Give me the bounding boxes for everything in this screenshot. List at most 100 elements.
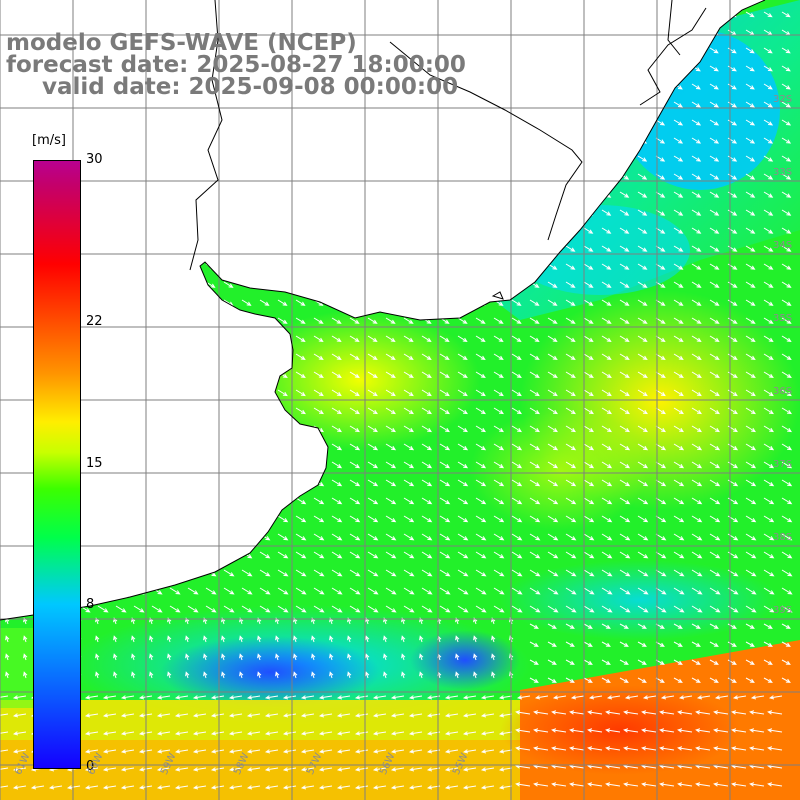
wind-arrow [133, 281, 144, 288]
wind-arrow [547, 407, 558, 415]
wind-arrow [709, 263, 720, 270]
wind-arrow [691, 353, 702, 361]
wind-arrow [457, 155, 468, 162]
wind-arrow [210, 767, 225, 772]
wind-arrow [169, 227, 180, 234]
wind-arrow [223, 191, 234, 198]
wind-arrow [601, 11, 611, 18]
wind-arrow [349, 209, 360, 216]
wind-arrow [457, 425, 468, 433]
colorbar-tick-label: 0 [86, 759, 95, 774]
wind-arrow [97, 371, 108, 379]
wind-arrow [259, 407, 270, 415]
wind-arrow [151, 137, 162, 144]
wind-arrow [241, 371, 252, 379]
wind-arrow [511, 47, 521, 54]
wind-arrow [601, 29, 611, 36]
wind-arrow [641, 782, 657, 787]
wind-arrow [457, 263, 468, 270]
wind-arrow [169, 497, 181, 505]
wind-arrow [205, 335, 216, 343]
wind-arrow [763, 65, 773, 72]
wind-arrow [480, 785, 495, 790]
wind-arrow [349, 371, 360, 379]
wind-arrow [601, 335, 612, 343]
wind-arrow [241, 191, 252, 198]
wind-arrow [95, 635, 100, 643]
wind-arrow [475, 299, 486, 306]
wind-arrow [457, 101, 467, 108]
wind-arrow [403, 263, 414, 270]
wind-arrow [763, 659, 773, 665]
wind-arrow [709, 569, 721, 577]
wind-arrow [547, 389, 558, 397]
wind-arrow [439, 155, 450, 162]
wind-arrow [133, 191, 144, 198]
wind-arrow [169, 407, 180, 415]
wind-arrow [511, 569, 523, 577]
wind-arrow [655, 569, 667, 577]
wind-arrow [457, 137, 468, 144]
wind-arrow [659, 710, 675, 715]
wind-arrow [691, 677, 701, 683]
wind-arrow [583, 371, 594, 379]
wind-arrow [61, 101, 71, 108]
wind-arrow [547, 155, 558, 162]
wind-arrow [259, 11, 269, 18]
wind-arrow [187, 155, 198, 162]
wind-arrow [583, 281, 594, 288]
wind-arrow [673, 227, 684, 234]
wind-arrow [529, 191, 540, 198]
wind-arrow [282, 749, 297, 754]
wind-arrow [781, 605, 793, 613]
wind-arrow [277, 587, 289, 595]
wind-arrow [547, 335, 558, 343]
wind-arrow [763, 641, 773, 647]
wind-arrow [295, 515, 307, 523]
latitude-label: 36S [773, 386, 793, 397]
wind-arrow [511, 515, 523, 523]
wind-arrow [241, 155, 252, 162]
wind-arrow [691, 461, 703, 469]
wind-arrow [385, 497, 397, 505]
wind-arrow [709, 245, 720, 252]
wind-arrow [277, 605, 289, 613]
wind-arrow [493, 497, 505, 505]
wind-arrow [511, 479, 523, 487]
wind-arrow [781, 317, 792, 324]
wind-arrow [529, 569, 541, 577]
wind-arrow [767, 728, 783, 733]
wind-arrow [354, 731, 369, 736]
wind-arrow [259, 191, 270, 198]
wind-arrow [601, 443, 613, 451]
wind-arrow [259, 605, 271, 613]
wind-arrow [259, 353, 270, 361]
wind-arrow [264, 785, 279, 790]
wind-arrow [475, 605, 487, 613]
wind-arrow [79, 335, 90, 343]
wind-arrow [365, 635, 370, 643]
wind-arrow [115, 407, 126, 415]
wind-arrow [331, 497, 343, 505]
wind-arrow [259, 461, 271, 469]
wind-arrow [601, 209, 612, 216]
river-uruguay-border [189, 0, 223, 271]
wind-arrow [354, 695, 369, 700]
wind-arrow [257, 671, 262, 679]
wind-arrow [457, 461, 469, 469]
wind-arrow [745, 65, 755, 72]
wind-arrow [691, 497, 703, 505]
wind-arrow [349, 119, 360, 126]
wind-arrow [475, 29, 485, 36]
wind-arrow [259, 155, 270, 162]
wind-arrow [151, 371, 162, 379]
wind-arrow [313, 335, 324, 343]
wind-arrow [241, 335, 252, 343]
wind-arrow [421, 497, 433, 505]
wind-arrow [12, 713, 27, 718]
wind-arrow [7, 605, 19, 613]
wind-arrow [619, 425, 630, 433]
wind-arrow [493, 569, 505, 577]
wind-arrow [390, 785, 405, 790]
wind-arrow [583, 497, 595, 505]
